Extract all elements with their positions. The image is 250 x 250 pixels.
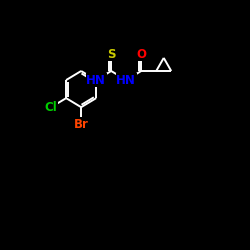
Text: Br: Br xyxy=(74,118,88,131)
Text: HN: HN xyxy=(116,74,136,86)
Text: S: S xyxy=(107,48,116,60)
Text: Cl: Cl xyxy=(45,101,58,114)
Text: O: O xyxy=(136,48,146,60)
Text: HN: HN xyxy=(86,74,106,86)
